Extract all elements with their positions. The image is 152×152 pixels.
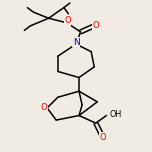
Text: O: O xyxy=(40,103,47,112)
Text: O: O xyxy=(93,21,99,30)
Text: O: O xyxy=(64,16,71,26)
Text: N: N xyxy=(73,38,79,47)
Text: OH: OH xyxy=(109,110,121,119)
Text: O: O xyxy=(99,133,106,142)
